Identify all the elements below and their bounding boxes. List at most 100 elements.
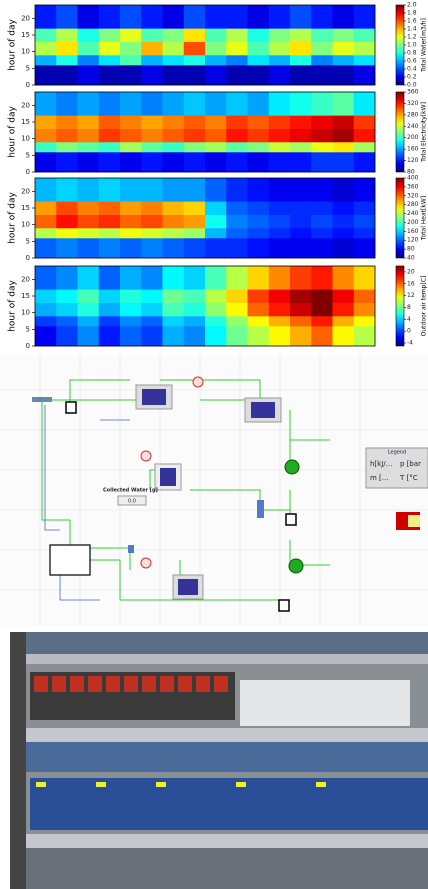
heat-cell [184,303,206,317]
heat-cell [205,303,227,317]
heat-cell [226,228,248,238]
heat-cell [163,326,185,346]
heat-cell [333,215,355,229]
heat-exchanger-core [142,389,166,405]
heat-cell [269,316,291,326]
y-tick-label: 20 [21,14,30,22]
heat-cell [141,316,163,326]
heat-cell [99,55,121,65]
heat-cell [248,266,270,290]
heat-cell [226,238,248,258]
heat-cell [269,303,291,317]
legend-cell: p [bar [400,460,421,468]
colorbar-label: Total Heat[kW] [421,196,428,241]
heat-cell [354,326,376,346]
y-tick-label: 5 [26,151,30,159]
heat-cell [56,65,78,85]
heat-cell [120,152,142,172]
heat-cell [311,178,333,202]
heat-cell [120,238,142,258]
heat-cell [163,129,185,143]
heat-cell [163,65,185,85]
colorbar-tick-label: 12 [407,292,415,299]
heat-cell [333,129,355,143]
heat-cell [35,266,57,290]
heat-cell [269,28,291,42]
heat-cell [311,238,333,258]
heat-cell [354,201,376,215]
heat-cell [56,316,78,326]
heat-cell [184,115,206,129]
heat-cell [333,55,355,65]
heat-cell [354,28,376,42]
heat-cell [184,142,206,152]
heat-cell [354,5,376,29]
heat-cell [269,65,291,85]
heat-cell [205,316,227,326]
colorbar-label: Outdoor air temp[C] [421,276,428,337]
colorbar-tick-label: 160 [407,228,419,235]
heat-cell [269,152,291,172]
heat-cell [78,65,100,85]
heat-cell [99,152,121,172]
heat-cell [354,266,376,290]
heat-cell [35,289,57,303]
heat-cell [120,42,142,56]
heat-cell [56,142,78,152]
heat-cell [226,178,248,202]
heat-cell [56,303,78,317]
heat-cell [248,215,270,229]
heat-cell [354,303,376,317]
heat-cell [141,201,163,215]
colorbar [396,5,404,85]
heat-cell [120,55,142,65]
heat-cell [56,289,78,303]
heat-cell [248,178,270,202]
heat-cell [163,238,185,258]
heat-cell [99,289,121,303]
heat-cell [205,65,227,85]
heat-cell [78,142,100,152]
heatmap-panel: 05101520hour of day801201602002402803203… [8,89,428,177]
heat-cell [311,326,333,346]
heat-cell [120,28,142,42]
heat-cell [78,5,100,29]
heat-cell [248,5,270,29]
heat-cell [205,5,227,29]
heat-cell [141,92,163,116]
heat-cell [269,142,291,152]
heat-cell [354,289,376,303]
heat-cell [35,42,57,56]
heat-cell [205,326,227,346]
heat-cell [269,266,291,290]
relay-row [30,672,410,726]
heat-cell [205,266,227,290]
heat-cell [78,129,100,143]
heat-cell [120,5,142,29]
heat-cell [163,201,185,215]
colorbar-tick-label: 160 [407,146,419,153]
heat-cell [354,65,376,85]
cable-duct [26,834,428,848]
power-supply [240,680,410,726]
colorbar-tick-label: 8 [407,304,411,311]
colorbar-tick-label: 0 [407,328,411,335]
heat-cell [205,92,227,116]
heat-cell [333,316,355,326]
colorbar-tick-label: 2.0 [407,2,417,9]
cable-duct [26,654,428,664]
heat-cell [56,92,78,116]
heat-cell [333,289,355,303]
colorbar-tick-label: 1.4 [407,26,417,33]
heat-cell [120,326,142,346]
heat-cell [99,316,121,326]
heat-cell [269,326,291,346]
component [279,600,289,611]
heat-cell [311,266,333,290]
heat-cell [163,289,185,303]
heatmap-panel: 05101520hour of day-4048121620Outdoor ai… [8,266,428,350]
y-tick-label: 10 [21,135,30,143]
component [66,402,76,413]
colorbar [396,92,404,172]
heat-cell [333,92,355,116]
